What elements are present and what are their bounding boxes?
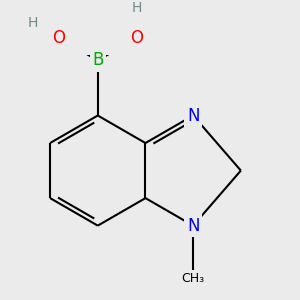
Text: H: H	[132, 1, 142, 15]
Text: O: O	[130, 29, 143, 47]
Text: H: H	[27, 16, 38, 30]
Text: CH₃: CH₃	[182, 272, 205, 285]
Text: B: B	[92, 51, 103, 69]
Text: N: N	[187, 106, 200, 124]
Text: N: N	[187, 217, 200, 235]
Text: O: O	[52, 29, 65, 47]
